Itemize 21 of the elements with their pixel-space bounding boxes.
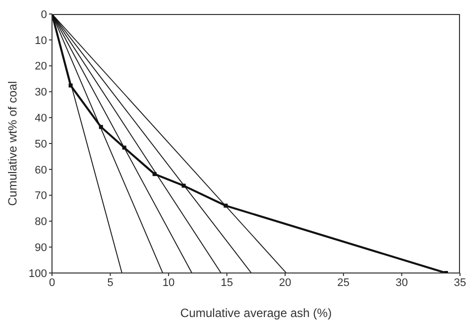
x-tick-label: 25	[337, 276, 350, 289]
x-tick-label: 15	[220, 276, 233, 289]
y-tick-label: 50	[34, 138, 47, 150]
x-axis-title: Cumulative average ash (%)	[180, 306, 332, 320]
y-tick-label: 70	[34, 190, 47, 202]
y-tick-label: 30	[34, 86, 47, 99]
x-tick-label: 0	[48, 276, 56, 289]
y-tick-label: 60	[34, 164, 47, 176]
x-tick-label: 30	[396, 276, 408, 289]
x-tick-label: 35	[454, 276, 466, 289]
y-tick-label: 90	[34, 242, 47, 254]
y-axis-title: Cumulative wt% of coal	[5, 81, 20, 206]
y-tick-label: 80	[34, 216, 47, 228]
x-tick-label: 10	[162, 276, 175, 289]
x-tick-label: 20	[279, 276, 292, 289]
y-tick-label: 20	[34, 60, 47, 73]
y-tick-label: 40	[34, 112, 47, 125]
y-tick-label: 10	[34, 34, 47, 47]
x-tick-label: 5	[107, 276, 114, 289]
y-tick-label: 0	[40, 8, 47, 21]
y-tick-label: 100	[28, 268, 47, 280]
